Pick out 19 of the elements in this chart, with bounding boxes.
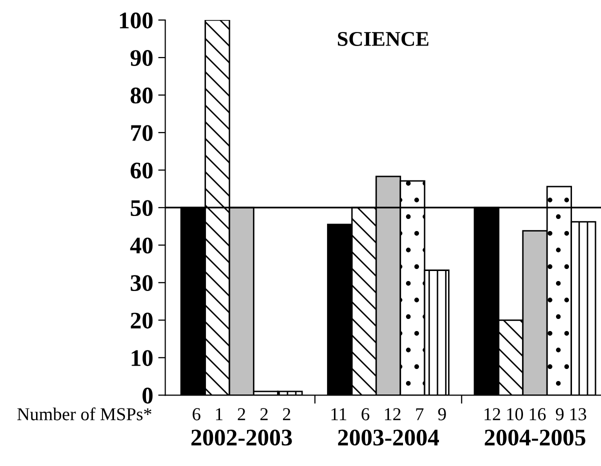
x-tick-label: 2003-2004: [338, 430, 439, 446]
x-tick-label: 2004-2005: [484, 430, 586, 446]
y-tick-label: 70: [131, 125, 153, 141]
y-tick-label: 90: [130, 50, 153, 66]
x-tick-label: 2002-2003: [191, 430, 292, 446]
y-tick-label: 30: [130, 275, 153, 292]
y-tick-label: 40: [130, 238, 153, 254]
text: 11 6 12 7 9: [332, 408, 446, 420]
text: 6 1 2 2 2: [192, 408, 290, 420]
text: 12 10 16 9 13: [484, 408, 586, 420]
y-tick-label: 80: [130, 88, 153, 104]
text: Number of MSPs*: [17, 407, 152, 420]
y-tick-label: 50: [130, 200, 153, 216]
y-tick-label: 10: [132, 350, 153, 366]
chart-title: SCIENCE: [338, 32, 428, 46]
y-tick-label: 0: [142, 388, 153, 404]
y-tick-label: 100: [120, 12, 153, 28]
y-tick-label: 20: [130, 312, 153, 329]
y-tick-label: 60: [130, 162, 153, 179]
